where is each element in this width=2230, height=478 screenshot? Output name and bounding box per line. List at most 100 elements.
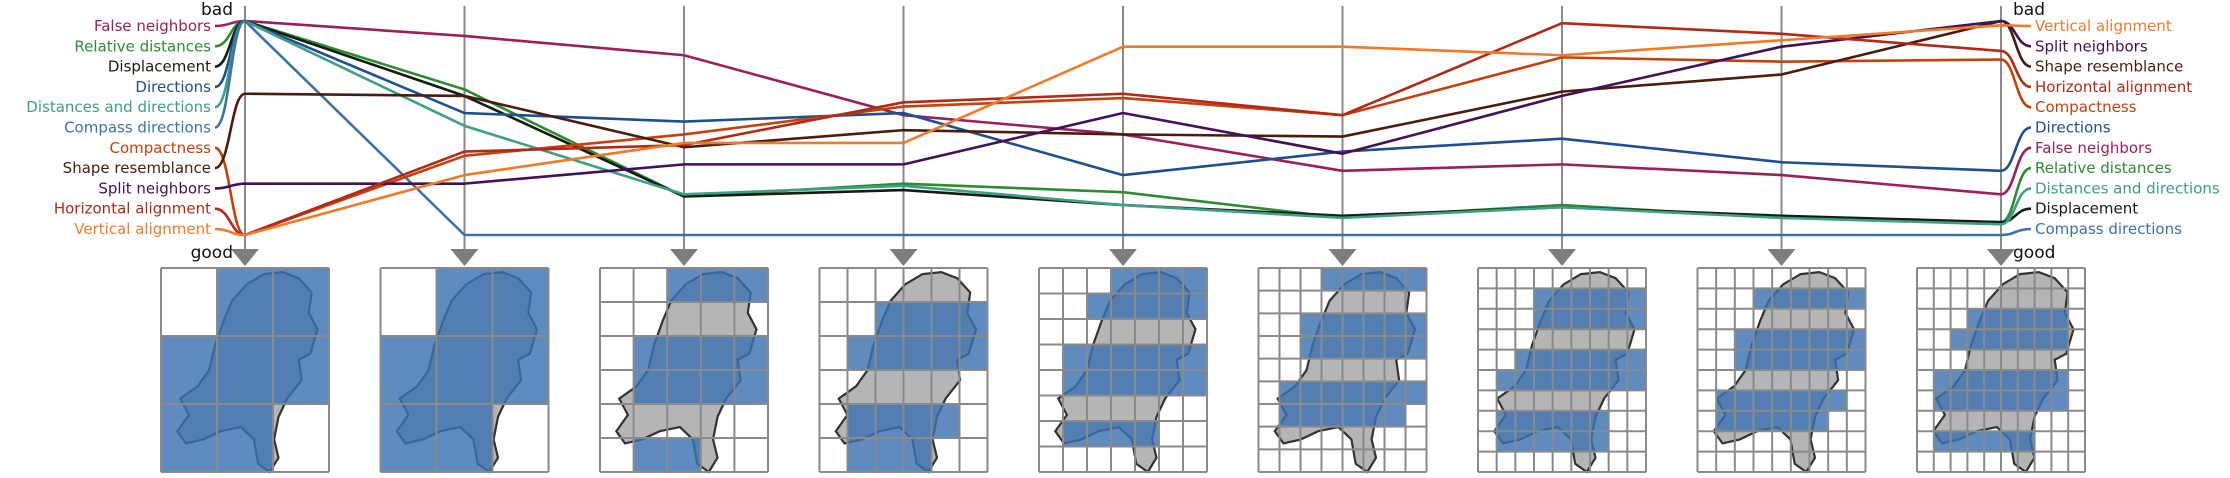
grid-cell-blue (1363, 381, 1385, 404)
grid-cell-blue (1279, 404, 1301, 427)
axis-arrow-6 (1328, 249, 1357, 266)
grid-cell-blue (2017, 329, 2035, 350)
axis-arrow-4 (889, 249, 918, 266)
grid-cell-blue (847, 336, 876, 370)
grid-cell-blue (734, 336, 768, 370)
grid-cell-blue (1828, 390, 1847, 411)
grid-cell-blue (875, 302, 904, 336)
grid-cell-blue (1534, 308, 1553, 330)
grid-cell-blue (1279, 381, 1301, 404)
grid-cell-blue (1135, 344, 1159, 370)
legend-label-left: Displacement (108, 58, 211, 76)
grid-cell-blue (633, 336, 668, 370)
grid-cell-blue (1384, 404, 1406, 427)
grid-cell-blue (1063, 344, 1087, 370)
grid-cell-blue (1384, 268, 1406, 291)
grid-cell-blue (1933, 390, 1951, 411)
grid-cell-blue (1590, 410, 1609, 432)
grid-cell-blue (1571, 288, 1590, 309)
legend-label-right: Relative distances (2035, 159, 2172, 177)
grid-cell-blue (700, 370, 735, 404)
grid-cell-blue (1515, 349, 1534, 370)
grid-cell-blue (1753, 288, 1773, 309)
grid-cell-blue (1753, 349, 1773, 370)
legend-label-left: Vertical alignment (74, 220, 211, 238)
grid-cell-blue (903, 404, 932, 438)
grid-cell-blue (903, 336, 932, 370)
legend-label-left: Split neighbors (98, 179, 211, 197)
grid-cell-blue (1300, 381, 1322, 404)
grid-cell-blue (1363, 336, 1385, 359)
grid-cell-blue (1828, 329, 1847, 350)
grid-cell-blue (1590, 288, 1609, 309)
grid-cell-blue (1384, 313, 1406, 336)
grid-cell-blue (2001, 308, 2018, 330)
axis-arrow-3 (670, 249, 698, 266)
grid-cell-blue (1734, 410, 1754, 432)
grid-cell-blue (1809, 288, 1829, 309)
grid-cell-blue (1342, 404, 1364, 427)
grid-cell-blue (875, 438, 904, 472)
grid-cell-blue (1552, 410, 1572, 432)
grid-cell-blue (1790, 349, 1810, 370)
grid-cell-blue (1111, 344, 1135, 370)
grid-cell-blue (1984, 308, 2001, 330)
grid-cell-blue (436, 404, 493, 472)
grid-cell-blue (667, 268, 701, 302)
grid-map-2 (379, 267, 550, 474)
grid-cell-blue (1790, 288, 1810, 309)
grid-cell-blue (1967, 390, 1985, 411)
grid-cell-blue (1590, 370, 1609, 391)
grid-cell-blue (2051, 308, 2069, 330)
grid-cell-blue (1111, 370, 1135, 396)
grid-cell-blue (2001, 431, 2018, 452)
grid-cell-blue (1515, 370, 1534, 391)
grid-map-9 (1916, 267, 2086, 474)
grid-cell-blue (1135, 370, 1159, 396)
grid-cell-blue (1933, 370, 1951, 391)
country-shape (1273, 270, 1417, 474)
grid-map-5 (1038, 267, 1208, 474)
grid-cell-blue (1772, 288, 1791, 309)
grid-cell-blue (1608, 308, 1628, 330)
grid-cell-blue (1772, 390, 1791, 411)
grid-cell-blue (1772, 349, 1791, 370)
grid-cell-blue (1342, 336, 1364, 359)
grid-cell-blue (1950, 390, 1968, 411)
good-label-left: good (191, 243, 233, 263)
grid-cell-blue (492, 268, 549, 336)
grid-cell-blue (1846, 349, 1866, 370)
grid-cell-blue (1405, 381, 1427, 404)
grid-cell-blue (700, 336, 735, 370)
grid-cell-blue (931, 302, 960, 336)
series-line (214, 19, 2032, 226)
grid-cell-blue (1300, 313, 1322, 336)
grid-cell-blue (1809, 410, 1829, 432)
grid-cell-blue (1984, 390, 2001, 411)
grid-cell-blue (273, 268, 329, 336)
grid-cell-blue (2001, 390, 2018, 411)
grid-cell-blue (1734, 349, 1754, 370)
grid-cell-blue (1342, 381, 1364, 404)
grid-map-1 (160, 267, 330, 474)
grid-cell-blue (1063, 370, 1087, 396)
series-line (214, 56, 2032, 237)
grid-cell-blue (875, 404, 904, 438)
series-line (214, 19, 2032, 170)
grid-cell-blue (1534, 431, 1553, 452)
grid-cell-blue (1342, 313, 1364, 336)
legend-label-right: Vertical alignment (2035, 17, 2172, 35)
grid-cell-blue (1933, 431, 1951, 452)
grid-cell-blue (1552, 308, 1572, 330)
grid-cell-blue (1515, 410, 1534, 432)
grid-cell-blue (1159, 268, 1183, 294)
grid-cell-blue (1571, 308, 1590, 330)
grid-cell-blue (1111, 268, 1135, 294)
grid-cell-blue (2017, 431, 2035, 452)
legend-label-left: Horizontal alignment (54, 200, 211, 218)
grid-cell-blue (1496, 370, 1516, 391)
grid-cell-blue (1772, 329, 1791, 350)
grid-cell-blue (667, 370, 701, 404)
grid-cell-blue (1321, 381, 1343, 404)
good-label-right: good (2013, 243, 2055, 263)
